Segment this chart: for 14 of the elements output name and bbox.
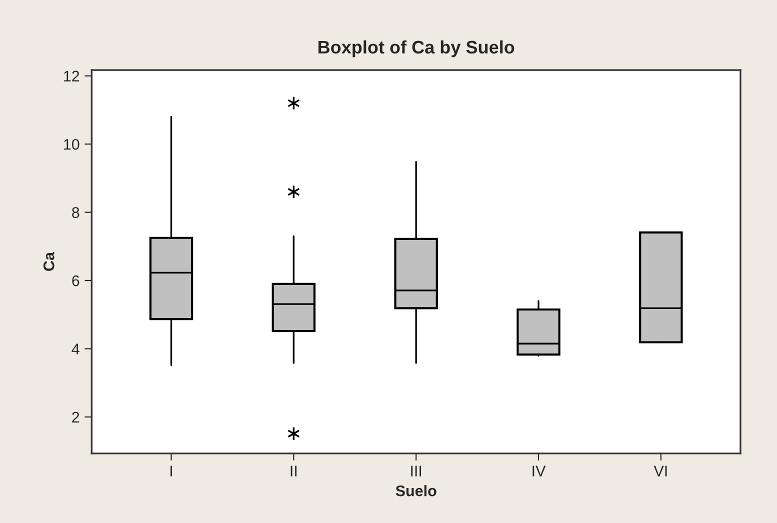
y-tick-label: 4 [72,344,80,354]
x-tick-label: I [170,466,172,476]
y-tick-label: 8 [72,207,80,218]
y-tick-label: 2 [72,412,80,422]
y-tick-label: 10 [64,138,80,150]
y-tick-label: 12 [64,70,80,82]
x-tick-label: VI [654,466,667,476]
x-tick-label: II [290,466,297,476]
x-axis-title: Suelo [396,485,436,496]
y-tick-label: 6 [72,275,80,286]
chart-title: Boxplot of Ca by Suelo [318,40,514,58]
x-tick-label: III [411,466,422,476]
y-axis-title: Ca [43,252,54,271]
x-tick-label: IV [532,466,546,476]
